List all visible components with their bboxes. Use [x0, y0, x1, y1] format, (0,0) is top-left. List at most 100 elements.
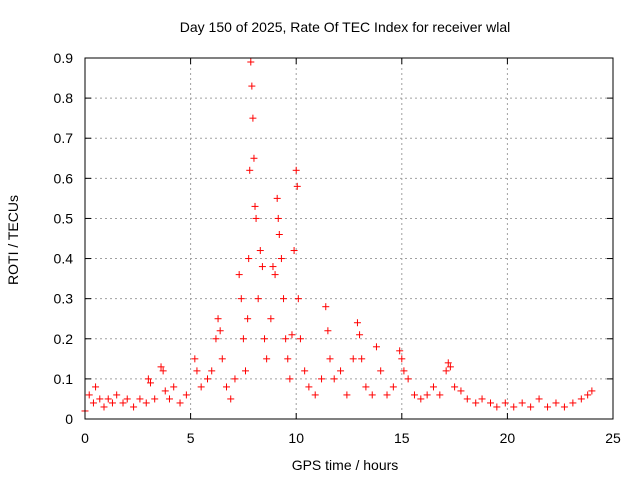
data-point [239, 335, 247, 343]
data-point [275, 230, 283, 238]
data-point [510, 403, 518, 411]
data-point [305, 383, 313, 391]
data-point [293, 182, 301, 190]
data-point [237, 295, 245, 303]
data-point [472, 399, 480, 407]
data-point [227, 395, 235, 403]
data-point [311, 391, 319, 399]
data-point [518, 399, 526, 407]
data-point [254, 295, 262, 303]
data-point [161, 387, 169, 395]
data-point [362, 383, 370, 391]
data-point [261, 335, 269, 343]
data-point [104, 395, 112, 403]
data-point [100, 403, 108, 411]
y-tick-label: 0.2 [54, 331, 74, 347]
data-point [108, 399, 116, 407]
x-tick-label: 15 [394, 430, 410, 446]
data-point [478, 395, 486, 403]
data-point [493, 403, 501, 411]
data-point [269, 263, 277, 271]
data-point [151, 395, 159, 403]
chart-title: Day 150 of 2025, Rate Of TEC Index for r… [180, 19, 510, 35]
data-point [324, 327, 332, 335]
data-point [271, 271, 279, 279]
y-tick-label: 0.3 [54, 291, 74, 307]
data-point [383, 391, 391, 399]
data-point [250, 154, 258, 162]
data-point [165, 395, 173, 403]
data-point [136, 395, 144, 403]
data-point [463, 395, 471, 403]
data-point [398, 355, 406, 363]
data-point [501, 399, 509, 407]
data-point [588, 387, 596, 395]
data-point [159, 367, 167, 375]
y-tick-label: 0.5 [54, 210, 74, 226]
data-points [81, 58, 596, 415]
data-point [301, 367, 309, 375]
data-point [273, 194, 281, 202]
data-point [245, 255, 253, 263]
data-point [123, 395, 131, 403]
data-point [569, 399, 577, 407]
data-point [286, 375, 294, 383]
data-point [343, 391, 351, 399]
data-point [372, 343, 380, 351]
data-point [444, 359, 452, 367]
data-point [358, 355, 366, 363]
y-tick-label: 0.1 [54, 371, 74, 387]
data-point [193, 367, 201, 375]
grid-lines [85, 58, 613, 419]
data-point [290, 247, 298, 255]
data-point [284, 355, 292, 363]
data-point [256, 247, 264, 255]
data-point [280, 295, 288, 303]
x-axis-ticks: 0 5 10 15 20 25 [81, 58, 621, 446]
data-point [119, 399, 127, 407]
data-point [176, 399, 184, 407]
data-point [182, 391, 190, 399]
data-point [527, 403, 535, 411]
data-point [274, 214, 282, 222]
data-point [242, 367, 250, 375]
data-point [535, 395, 543, 403]
data-point [377, 367, 385, 375]
data-point [294, 295, 302, 303]
data-point [296, 335, 304, 343]
data-point [247, 58, 255, 66]
y-tick-label: 0.4 [54, 251, 74, 267]
y-tick-label: 0 [65, 411, 73, 427]
data-point [330, 375, 338, 383]
data-point [423, 391, 431, 399]
data-point [429, 383, 437, 391]
data-point [368, 391, 376, 399]
y-axis-label: ROTI / TECUs [5, 195, 21, 285]
data-point [404, 375, 412, 383]
data-point [544, 403, 552, 411]
data-point [203, 375, 211, 383]
data-point [89, 399, 97, 407]
data-point [560, 403, 568, 411]
data-point [251, 202, 259, 210]
data-point [246, 166, 254, 174]
data-point [577, 395, 585, 403]
data-point [96, 395, 104, 403]
data-point [216, 327, 224, 335]
data-point [142, 399, 150, 407]
y-tick-label: 0.8 [54, 90, 74, 106]
data-point [457, 387, 465, 395]
x-axis-label: GPS time / hours [292, 457, 399, 473]
data-point [326, 355, 334, 363]
data-point [249, 114, 257, 122]
data-point [417, 395, 425, 403]
data-point [157, 363, 165, 371]
x-tick-label: 0 [81, 430, 89, 446]
data-point [235, 271, 243, 279]
data-point [197, 383, 205, 391]
data-point [446, 363, 454, 371]
data-point [288, 331, 296, 339]
data-point [231, 375, 239, 383]
data-point [337, 367, 345, 375]
